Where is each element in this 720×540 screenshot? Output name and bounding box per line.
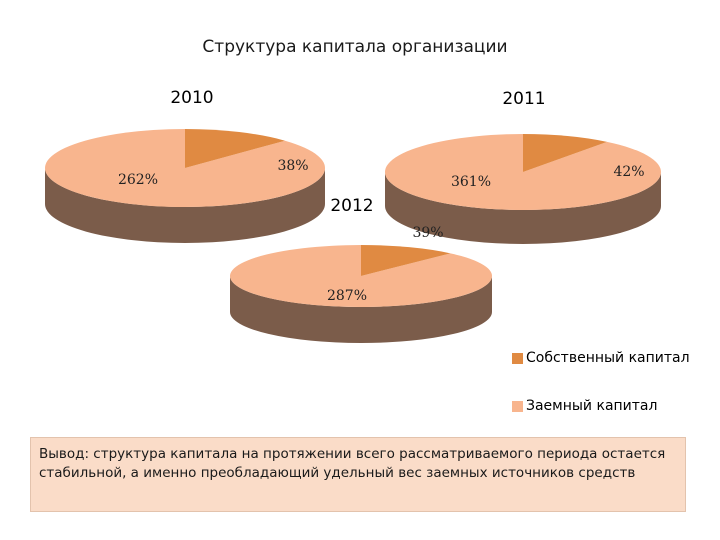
legend-label-own: Собственный капитал — [526, 350, 690, 366]
legend-item-debt: Заемный капитал — [512, 398, 657, 414]
pie-slice-own — [523, 134, 608, 172]
pie-year-label: 2011 — [502, 89, 545, 109]
pie-side-debt — [230, 276, 492, 343]
conclusion-box: Вывод: структура капитала на протяжении … — [30, 437, 686, 512]
pie-slice-own — [185, 129, 286, 168]
data-label-own: 42% — [613, 164, 644, 180]
pie-slice-own — [361, 245, 451, 276]
pie-year-label: 2012 — [330, 196, 373, 216]
pie-2012: 2012 39% 287% — [230, 196, 493, 343]
pie-slice-debt — [230, 245, 493, 307]
data-label-own: 39% — [412, 225, 443, 241]
pie-slice-debt — [45, 129, 326, 208]
data-label-debt: 262% — [118, 172, 158, 188]
pie-side-debt — [385, 172, 661, 244]
pie-slice-debt — [384, 134, 661, 210]
chart-title: Структура капитала организации — [202, 37, 507, 57]
pie-year-label: 2010 — [170, 88, 213, 108]
data-label-own: 38% — [277, 158, 308, 174]
legend-item-own: Собственный капитал — [512, 350, 690, 366]
data-label-debt: 287% — [327, 288, 367, 304]
pie-2011: 2011 42% 361% — [384, 89, 661, 244]
legend-swatch-own — [512, 352, 523, 364]
pie-side-debt — [45, 168, 325, 243]
legend-swatch-debt — [512, 400, 523, 412]
data-label-debt: 361% — [451, 174, 491, 190]
legend-label-debt: Заемный капитал — [526, 398, 658, 414]
pie-2010: 2010 38% 262% — [45, 88, 326, 243]
